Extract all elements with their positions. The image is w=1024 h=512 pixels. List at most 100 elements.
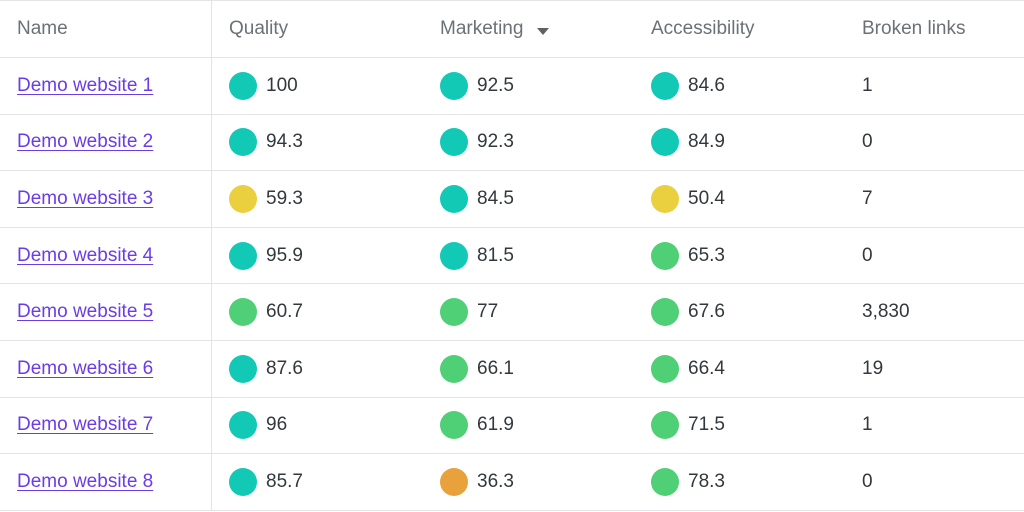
quality-status-dot-icon xyxy=(229,467,257,496)
quality-cell: 94.3 xyxy=(212,115,423,171)
broken-links-cell: 7 xyxy=(845,171,1024,227)
marketing-cell: 92.5 xyxy=(423,58,634,114)
accessibility-status-dot-icon xyxy=(651,128,679,157)
accessibility-cell: 50.4 xyxy=(634,171,845,227)
website-link[interactable]: Demo website 5 xyxy=(17,301,154,323)
broken-links-cell: 1 xyxy=(845,398,1024,454)
accessibility-cell: 65.3 xyxy=(634,228,845,284)
name-cell: Demo website 8 xyxy=(0,454,212,510)
name-cell: Demo website 3 xyxy=(0,171,212,227)
accessibility-score: 66.4 xyxy=(688,357,725,379)
website-link[interactable]: Demo website 8 xyxy=(17,470,154,492)
caret-down-icon[interactable] xyxy=(537,27,550,35)
quality-status-dot-icon xyxy=(229,298,257,327)
accessibility-score: 50.4 xyxy=(688,187,725,209)
marketing-cell: 36.3 xyxy=(423,454,634,510)
accessibility-cell: 67.6 xyxy=(634,284,845,340)
broken-links-count: 19 xyxy=(862,357,884,379)
marketing-status-dot-icon xyxy=(440,241,468,270)
quality-score: 60.7 xyxy=(266,301,303,323)
accessibility-score: 84.6 xyxy=(688,74,725,96)
table-row: Demo website 1 100 92.5 84.6 1 xyxy=(0,58,1024,115)
column-header-broken-links-label: Broken links xyxy=(862,18,966,39)
column-header-accessibility[interactable]: Accessibility xyxy=(634,1,845,57)
website-link[interactable]: Demo website 1 xyxy=(17,74,154,96)
quality-status-dot-icon xyxy=(229,184,257,213)
website-link[interactable]: Demo website 4 xyxy=(17,244,154,266)
quality-score: 94.3 xyxy=(266,131,303,153)
marketing-score: 81.5 xyxy=(477,244,514,266)
broken-links-count: 7 xyxy=(862,187,873,209)
marketing-score: 61.9 xyxy=(477,414,514,436)
column-header-name[interactable]: Name xyxy=(0,1,212,57)
column-header-marketing-label: Marketing xyxy=(440,18,524,39)
marketing-score: 36.3 xyxy=(477,470,514,492)
marketing-status-dot-icon xyxy=(440,298,468,327)
broken-links-count: 1 xyxy=(862,414,873,436)
quality-cell: 85.7 xyxy=(212,454,423,510)
table-body: Demo website 1 100 92.5 84.6 1 Demo webs… xyxy=(0,58,1024,511)
quality-score: 95.9 xyxy=(266,244,303,266)
marketing-cell: 92.3 xyxy=(423,115,634,171)
marketing-cell: 81.5 xyxy=(423,228,634,284)
marketing-cell: 84.5 xyxy=(423,171,634,227)
accessibility-score: 71.5 xyxy=(688,414,725,436)
column-header-broken-links[interactable]: Broken links xyxy=(845,1,1024,57)
quality-status-dot-icon xyxy=(229,354,257,383)
quality-cell: 100 xyxy=(212,58,423,114)
accessibility-cell: 84.9 xyxy=(634,115,845,171)
quality-score: 59.3 xyxy=(266,187,303,209)
website-link[interactable]: Demo website 6 xyxy=(17,357,154,379)
name-cell: Demo website 1 xyxy=(0,58,212,114)
accessibility-status-dot-icon xyxy=(651,467,679,496)
accessibility-cell: 78.3 xyxy=(634,454,845,510)
marketing-cell: 77 xyxy=(423,284,634,340)
quality-status-dot-icon xyxy=(229,128,257,157)
website-link[interactable]: Demo website 7 xyxy=(17,414,154,436)
quality-cell: 59.3 xyxy=(212,171,423,227)
broken-links-cell: 0 xyxy=(845,115,1024,171)
table-header-row: Name Quality Marketing Accessibility Bro… xyxy=(0,1,1024,58)
quality-cell: 95.9 xyxy=(212,228,423,284)
quality-cell: 87.6 xyxy=(212,341,423,397)
accessibility-cell: 66.4 xyxy=(634,341,845,397)
broken-links-count: 3,830 xyxy=(862,301,910,323)
quality-status-dot-icon xyxy=(229,411,257,440)
quality-score: 96 xyxy=(266,414,288,436)
broken-links-cell: 3,830 xyxy=(845,284,1024,340)
table-row: Demo website 2 94.3 92.3 84.9 0 xyxy=(0,114,1024,172)
website-link[interactable]: Demo website 3 xyxy=(17,187,154,209)
column-header-name-label: Name xyxy=(17,18,68,39)
quality-cell: 60.7 xyxy=(212,284,423,340)
column-header-marketing[interactable]: Marketing xyxy=(423,1,634,57)
accessibility-status-dot-icon xyxy=(651,71,679,100)
accessibility-score: 84.9 xyxy=(688,131,725,153)
accessibility-score: 67.6 xyxy=(688,301,725,323)
accessibility-cell: 84.6 xyxy=(634,58,845,114)
column-header-quality[interactable]: Quality xyxy=(212,1,423,57)
marketing-status-dot-icon xyxy=(440,128,468,157)
accessibility-score: 65.3 xyxy=(688,244,725,266)
table-row: Demo website 6 87.6 66.1 66.4 19 xyxy=(0,340,1024,398)
name-cell: Demo website 5 xyxy=(0,284,212,340)
marketing-status-dot-icon xyxy=(440,467,468,496)
accessibility-status-dot-icon xyxy=(651,354,679,383)
table-row: Demo website 7 96 61.9 71.5 1 xyxy=(0,397,1024,455)
quality-score: 100 xyxy=(266,74,298,96)
website-link[interactable]: Demo website 2 xyxy=(17,131,154,153)
broken-links-count: 0 xyxy=(862,131,873,153)
broken-links-cell: 0 xyxy=(845,228,1024,284)
name-cell: Demo website 2 xyxy=(0,114,212,171)
quality-status-dot-icon xyxy=(229,241,257,270)
accessibility-status-dot-icon xyxy=(651,298,679,327)
marketing-cell: 61.9 xyxy=(423,398,634,454)
quality-score: 87.6 xyxy=(266,357,303,379)
marketing-status-dot-icon xyxy=(440,184,468,213)
marketing-status-dot-icon xyxy=(440,71,468,100)
quality-score: 85.7 xyxy=(266,470,303,492)
accessibility-status-dot-icon xyxy=(651,241,679,270)
marketing-cell: 66.1 xyxy=(423,341,634,397)
marketing-score: 84.5 xyxy=(477,187,514,209)
table-row: Demo website 3 59.3 84.5 50.4 7 xyxy=(0,171,1024,228)
